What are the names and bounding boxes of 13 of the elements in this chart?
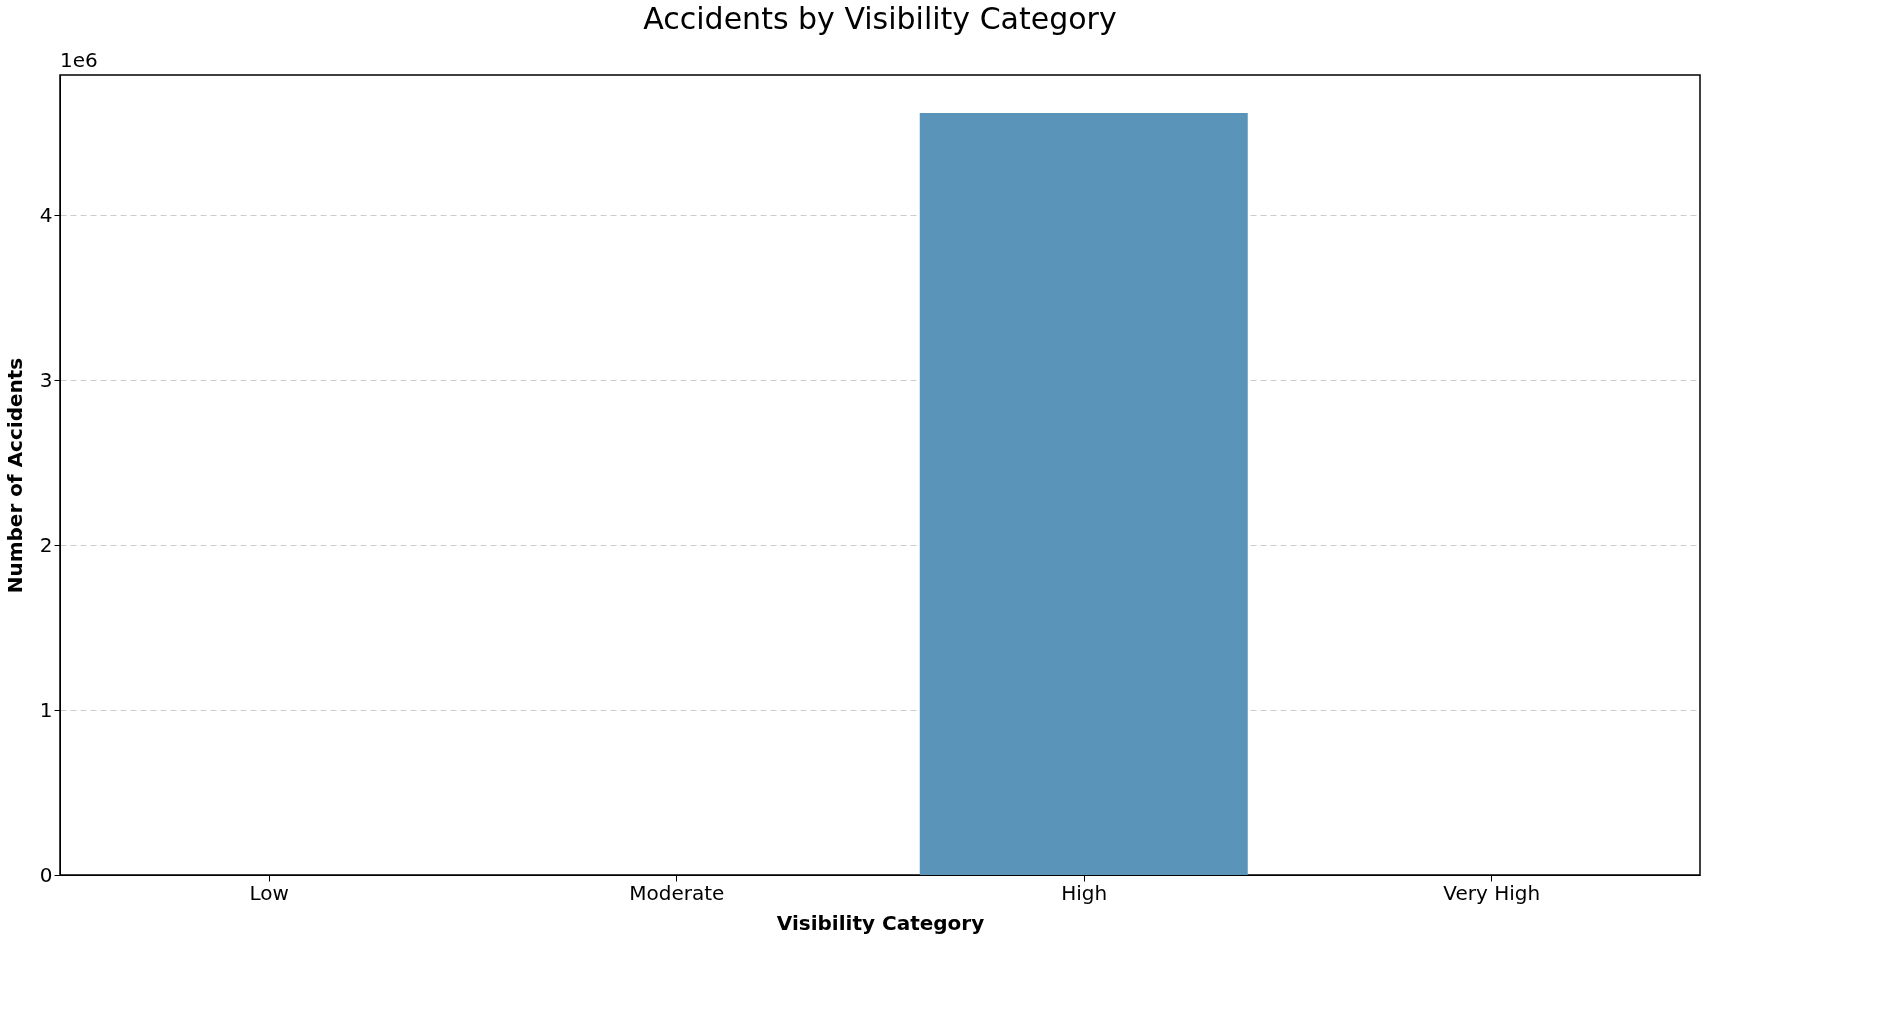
y-tick-label: 2 xyxy=(39,532,53,557)
x-tick-label: High xyxy=(1061,880,1108,905)
y-tick-label: 1 xyxy=(39,697,53,722)
y-tick-label: 4 xyxy=(39,202,53,227)
y-tick-label: 3 xyxy=(39,367,53,392)
text: 1e6 xyxy=(60,48,98,72)
x-tick-label: Low xyxy=(249,880,289,905)
chart-title: Accidents by Visibility Category xyxy=(643,1,1117,36)
y-tick-label: 0 xyxy=(39,862,53,887)
x-tick-label: Moderate xyxy=(629,880,725,905)
y-axis-title: Number of Accidents xyxy=(2,357,27,594)
x-axis-title: Visibility Category xyxy=(776,910,985,935)
x-tick-label: Very High xyxy=(1443,880,1541,905)
